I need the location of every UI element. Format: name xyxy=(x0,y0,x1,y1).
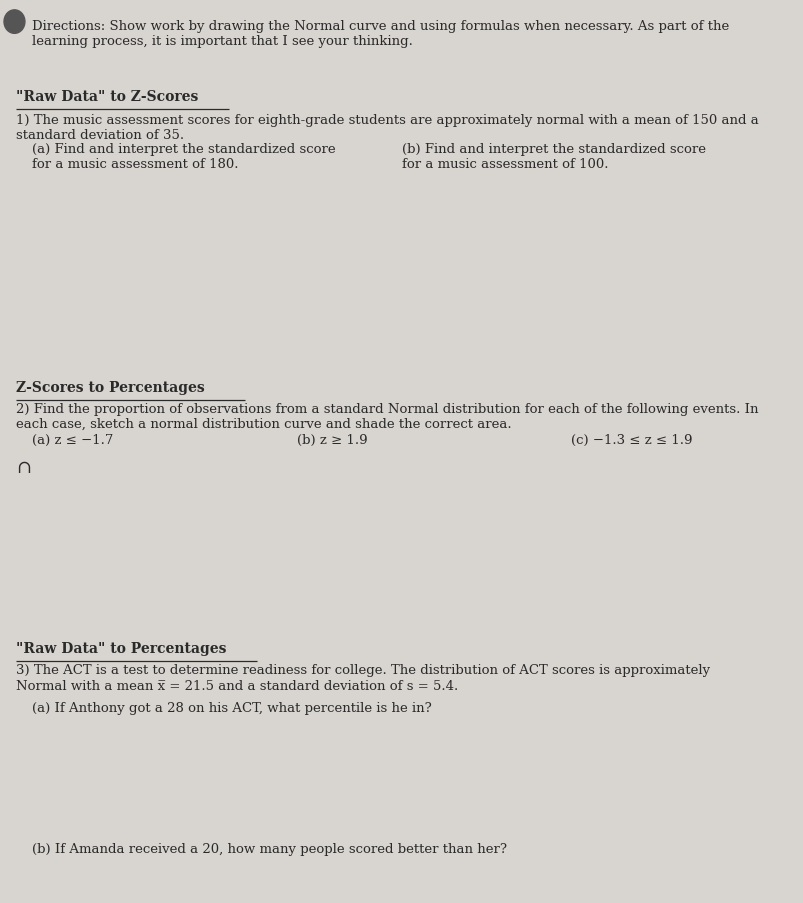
Text: (a) z ≤ −1.7: (a) z ≤ −1.7 xyxy=(32,433,113,446)
Text: 2) Find the proportion of observations from a standard Normal distribution for e: 2) Find the proportion of observations f… xyxy=(16,403,758,431)
Text: Directions: Show work by drawing the Normal curve and using formulas when necess: Directions: Show work by drawing the Nor… xyxy=(32,20,728,48)
Text: (a) If Anthony got a 28 on his ACT, what percentile is he in?: (a) If Anthony got a 28 on his ACT, what… xyxy=(32,702,431,714)
Text: 3) The ACT is a test to determine readiness for college. The distribution of ACT: 3) The ACT is a test to determine readin… xyxy=(16,663,709,675)
Text: (a) Find and interpret the standardized score
for a music assessment of 180.: (a) Find and interpret the standardized … xyxy=(32,143,336,171)
Text: Z-Scores to Percentages: Z-Scores to Percentages xyxy=(16,381,205,395)
Circle shape xyxy=(4,11,25,34)
Text: (b) Find and interpret the standardized score
for a music assessment of 100.: (b) Find and interpret the standardized … xyxy=(402,143,705,171)
Text: ∩: ∩ xyxy=(16,459,31,477)
Text: "Raw Data" to Z-Scores: "Raw Data" to Z-Scores xyxy=(16,90,198,104)
Text: 1) The music assessment scores for eighth-grade students are approximately norma: 1) The music assessment scores for eight… xyxy=(16,114,758,142)
Text: "Raw Data" to Percentages: "Raw Data" to Percentages xyxy=(16,641,226,655)
Text: Normal with a mean x̅ = 21.5 and a standard deviation of s = 5.4.: Normal with a mean x̅ = 21.5 and a stand… xyxy=(16,679,458,692)
Text: (b) z ≥ 1.9: (b) z ≥ 1.9 xyxy=(297,433,368,446)
Text: (b) If Amanda received a 20, how many people scored better than her?: (b) If Amanda received a 20, how many pe… xyxy=(32,842,507,854)
Text: (c) −1.3 ≤ z ≤ 1.9: (c) −1.3 ≤ z ≤ 1.9 xyxy=(570,433,691,446)
